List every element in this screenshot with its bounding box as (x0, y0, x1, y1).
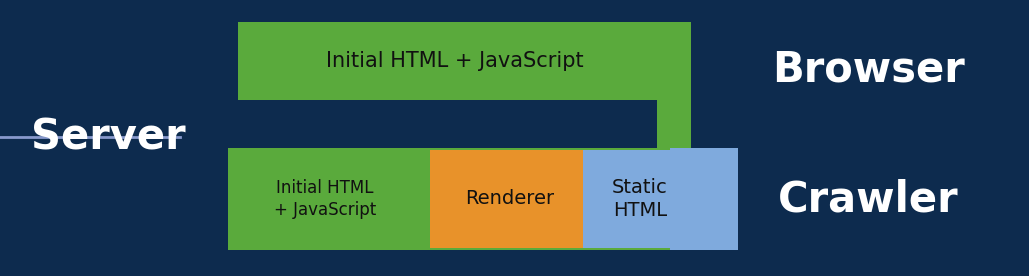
FancyBboxPatch shape (657, 22, 691, 152)
Text: Browser: Browser (772, 49, 964, 91)
FancyBboxPatch shape (238, 22, 678, 100)
FancyBboxPatch shape (583, 150, 696, 248)
FancyBboxPatch shape (670, 148, 738, 250)
FancyBboxPatch shape (430, 150, 590, 248)
Text: Crawler: Crawler (778, 179, 958, 221)
Text: Initial HTML
+ JavaScript: Initial HTML + JavaScript (274, 179, 377, 219)
Text: Static
HTML: Static HTML (612, 178, 668, 220)
Text: Renderer: Renderer (465, 190, 555, 208)
FancyBboxPatch shape (228, 148, 688, 250)
Text: Server: Server (31, 117, 185, 159)
Text: Initial HTML + JavaScript: Initial HTML + JavaScript (326, 51, 583, 71)
